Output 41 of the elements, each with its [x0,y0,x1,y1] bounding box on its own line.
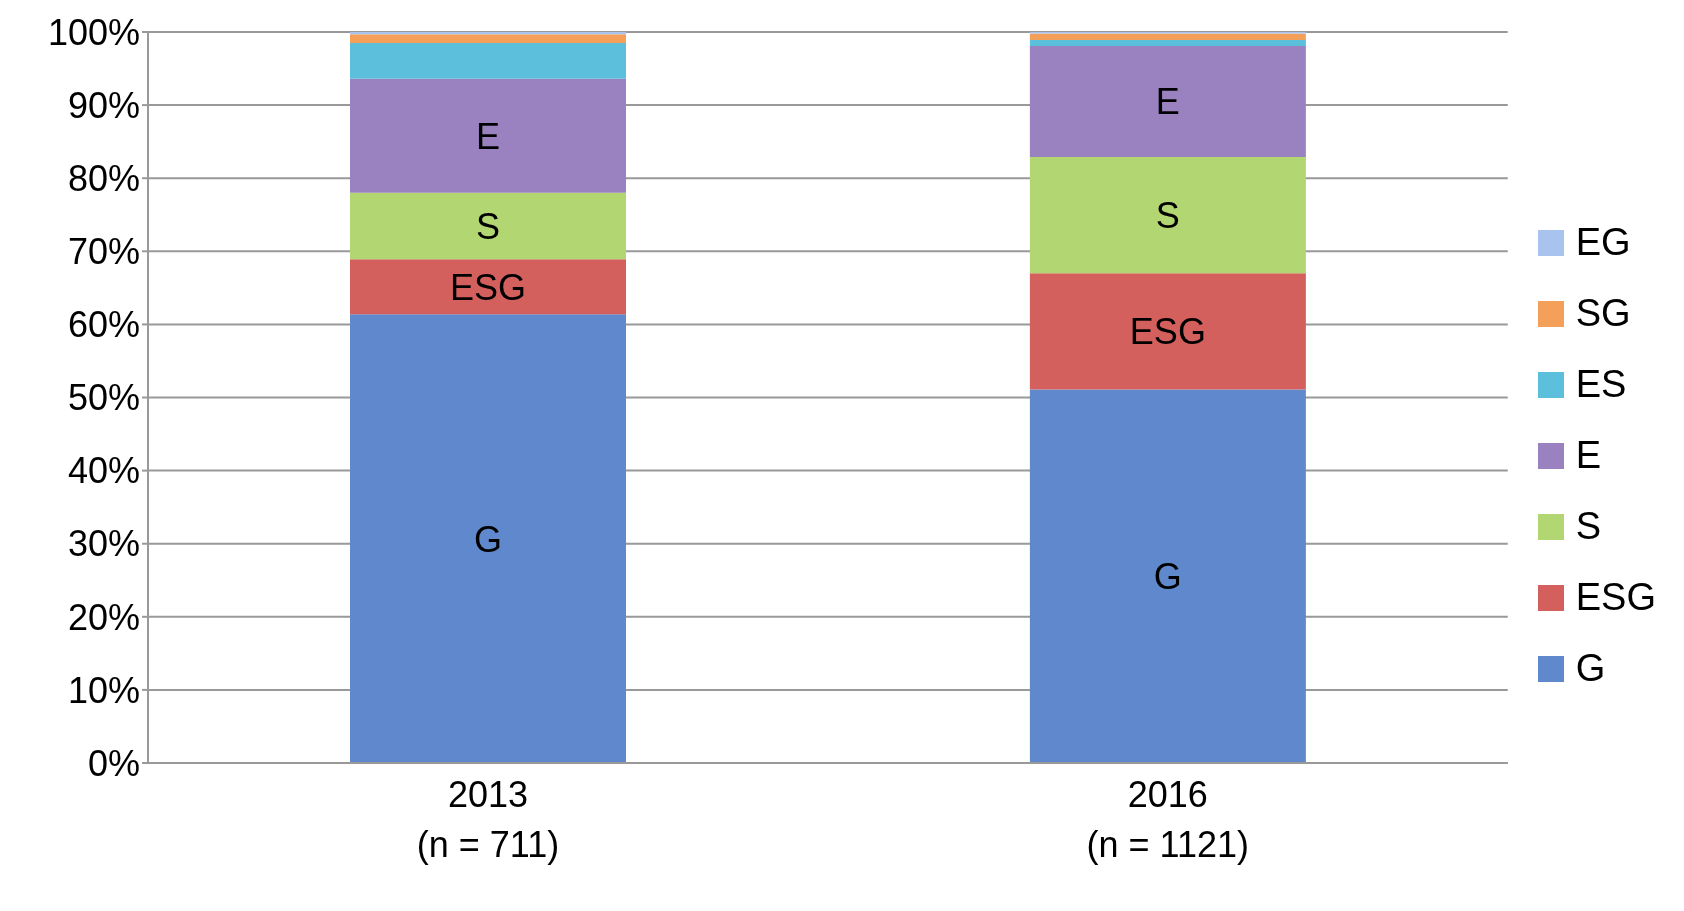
data-label: E [1155,81,1180,123]
legend-label: S [1575,505,1602,548]
legend-label: ESG [1575,576,1656,619]
y-tick-label: 50% [67,377,140,419]
legend-label: EG [1575,221,1631,264]
y-tick-label: 60% [67,304,140,346]
y-tick-label: 10% [67,669,140,711]
legend-label: G [1575,647,1606,690]
legend-label: ES [1575,363,1627,406]
y-tick-label: 70% [67,231,140,273]
data-label: ESG [449,266,527,308]
legend-label: E [1575,434,1602,477]
data-label: G [1153,556,1182,598]
legend-label: SG [1575,292,1631,335]
y-tick-label: 80% [67,157,140,199]
x-tick-label: 2013 (n = 711) [416,774,560,865]
y-tick-label: 30% [67,523,140,565]
bar [1029,273,1306,390]
data-label: ESG [1129,311,1206,353]
bar [1029,40,1306,46]
y-tick-label: 0% [87,742,140,784]
bar [350,42,626,79]
y-tick-label: 100% [47,11,140,53]
bar [350,78,626,193]
y-tick-label: 40% [67,450,140,492]
bar [1029,33,1306,41]
y-tick-label: 90% [67,84,140,126]
bar [1029,157,1306,274]
bar [1029,389,1306,763]
data-label: E [475,115,501,157]
y-tick-label: 20% [67,596,140,638]
x-tick-label: 2016 (n = 1121) [1086,774,1250,865]
bar [350,314,626,763]
data-label: G [473,518,503,560]
bar [350,192,626,260]
bar [350,32,626,35]
data-label: S [1155,195,1180,237]
bar [1029,45,1306,157]
bar [350,34,626,43]
bar [350,259,626,315]
data-label: S [475,206,501,248]
